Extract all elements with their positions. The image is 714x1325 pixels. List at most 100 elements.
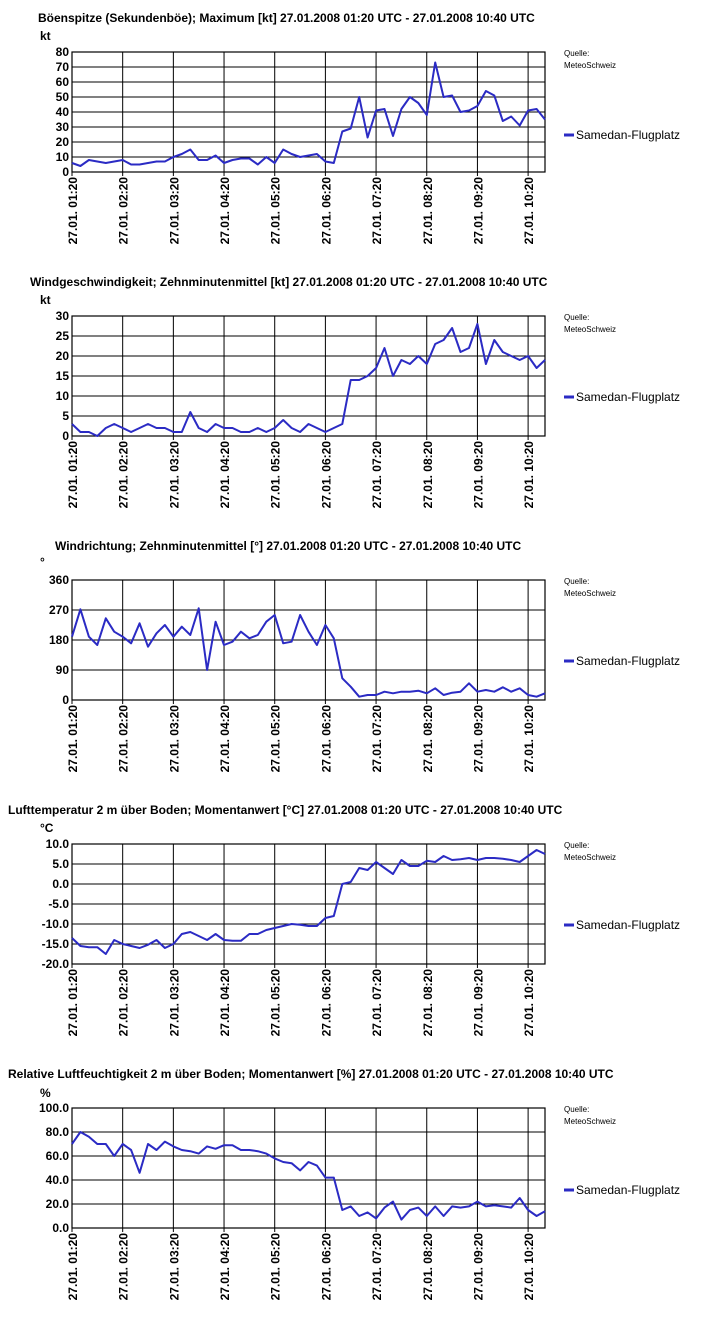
y-tick-label: -15.0 xyxy=(42,937,70,951)
x-tick-label: 27.01. 03:20 xyxy=(167,969,181,1037)
source-label: Quelle: xyxy=(564,1105,589,1114)
y-tick-label: 10 xyxy=(56,389,70,403)
y-tick-label: 70 xyxy=(56,60,70,74)
y-tick-label: 25 xyxy=(56,329,70,343)
y-tick-label: 360 xyxy=(49,573,69,587)
x-tick-label: 27.01. 04:20 xyxy=(218,441,232,509)
x-tick-label: 27.01. 02:20 xyxy=(117,969,131,1037)
y-tick-label: 0.0 xyxy=(52,1221,69,1235)
y-tick-label: -5.0 xyxy=(48,897,69,911)
x-tick-label: 27.01. 02:20 xyxy=(117,177,131,245)
x-tick-label: 27.01. 08:20 xyxy=(421,177,435,245)
y-tick-label: 5 xyxy=(62,409,69,423)
y-tick-label: 0 xyxy=(62,693,69,707)
y-tick-label: 0.0 xyxy=(52,877,69,891)
source-label: Quelle: xyxy=(564,841,589,850)
chart-panel-wind-direction: Windrichtung; Zehnminutenmittel [°] 27.0… xyxy=(0,528,714,792)
chart-svg: Böenspitze (Sekundenböe); Maximum [kt] 2… xyxy=(38,11,680,245)
x-tick-label: 27.01. 02:20 xyxy=(117,705,131,773)
y-tick-label: 15 xyxy=(56,369,70,383)
y-tick-label: 10.0 xyxy=(46,837,70,851)
y-tick-label: 80 xyxy=(56,45,70,59)
y-tick-label: 20.0 xyxy=(46,1197,70,1211)
x-tick-label: 27.01. 05:20 xyxy=(269,177,283,245)
chart-title: Relative Luftfeuchtigkeit 2 m über Boden… xyxy=(8,1067,614,1081)
x-tick-label: 27.01. 01:20 xyxy=(66,177,80,245)
y-tick-label: 5.0 xyxy=(52,857,69,871)
x-tick-label: 27.01. 08:20 xyxy=(421,705,435,773)
x-tick-label: 27.01. 09:20 xyxy=(471,441,485,509)
x-tick-label: 27.01. 01:20 xyxy=(66,705,80,773)
chart-svg: Windgeschwindigkeit; Zehnminutenmittel [… xyxy=(30,275,680,509)
x-tick-label: 27.01. 06:20 xyxy=(319,1233,333,1301)
x-tick-label: 27.01. 03:20 xyxy=(167,1233,181,1301)
y-tick-label: 20 xyxy=(56,135,70,149)
y-tick-label: 20 xyxy=(56,349,70,363)
x-tick-label: 27.01. 06:20 xyxy=(319,441,333,509)
x-tick-label: 27.01. 08:20 xyxy=(421,1233,435,1301)
x-tick-label: 27.01. 01:20 xyxy=(66,441,80,509)
series-line xyxy=(71,1131,546,1221)
plot-frame xyxy=(71,51,546,173)
y-tick-label: 180 xyxy=(49,633,69,647)
y-axis-unit-label: °C xyxy=(40,821,54,835)
y-tick-label: 40 xyxy=(56,105,70,119)
legend-label: Samedan-Flugplatz xyxy=(576,654,680,668)
y-tick-label: -10.0 xyxy=(42,917,70,931)
y-tick-label: 90 xyxy=(56,663,70,677)
chart-svg: Lufttemperatur 2 m über Boden; Momentanw… xyxy=(8,803,680,1037)
x-tick-label: 27.01. 04:20 xyxy=(218,1233,232,1301)
plot-frame xyxy=(71,315,546,437)
x-tick-label: 27.01. 03:20 xyxy=(167,177,181,245)
series-line xyxy=(71,61,546,167)
chart-title: Windrichtung; Zehnminutenmittel [°] 27.0… xyxy=(55,539,521,553)
source-label: Quelle: xyxy=(564,313,589,322)
y-tick-label: 10 xyxy=(56,150,70,164)
x-tick-label: 27.01. 07:20 xyxy=(370,1233,384,1301)
y-tick-label: 0 xyxy=(62,429,69,443)
chart-panel-gust: Böenspitze (Sekundenböe); Maximum [kt] 2… xyxy=(0,0,714,264)
source-label: Quelle: xyxy=(564,577,589,586)
x-tick-label: 27.01. 10:20 xyxy=(522,441,536,509)
x-tick-label: 27.01. 09:20 xyxy=(471,705,485,773)
plot-frame xyxy=(71,579,546,701)
x-tick-label: 27.01. 06:20 xyxy=(319,705,333,773)
y-tick-label: 0 xyxy=(62,165,69,179)
x-tick-label: 27.01. 01:20 xyxy=(66,1233,80,1301)
x-tick-label: 27.01. 04:20 xyxy=(218,969,232,1037)
x-tick-label: 27.01. 03:20 xyxy=(167,705,181,773)
x-tick-label: 27.01. 08:20 xyxy=(421,441,435,509)
chart-title: Windgeschwindigkeit; Zehnminutenmittel [… xyxy=(30,275,548,289)
plot-frame xyxy=(71,1107,546,1229)
x-tick-label: 27.01. 04:20 xyxy=(218,705,232,773)
x-tick-label: 27.01. 05:20 xyxy=(269,1233,283,1301)
x-tick-label: 27.01. 03:20 xyxy=(167,441,181,509)
series-line xyxy=(71,607,546,698)
x-tick-label: 27.01. 10:20 xyxy=(522,969,536,1037)
source-name: MeteoSchweiz xyxy=(564,589,616,598)
x-tick-label: 27.01. 02:20 xyxy=(117,1233,131,1301)
y-tick-label: 270 xyxy=(49,603,69,617)
x-tick-label: 27.01. 10:20 xyxy=(522,705,536,773)
x-tick-label: 27.01. 09:20 xyxy=(471,969,485,1037)
legend-label: Samedan-Flugplatz xyxy=(576,390,680,404)
x-tick-label: 27.01. 09:20 xyxy=(471,1233,485,1301)
x-tick-label: 27.01. 07:20 xyxy=(370,705,384,773)
x-tick-label: 27.01. 07:20 xyxy=(370,441,384,509)
x-tick-label: 27.01. 07:20 xyxy=(370,969,384,1037)
source-name: MeteoSchweiz xyxy=(564,853,616,862)
y-axis-unit-label: kt xyxy=(40,293,51,307)
x-tick-label: 27.01. 01:20 xyxy=(66,969,80,1037)
legend-label: Samedan-Flugplatz xyxy=(576,128,680,142)
y-axis-unit-label: ° xyxy=(40,555,45,569)
x-tick-label: 27.01. 06:20 xyxy=(319,969,333,1037)
series-line xyxy=(71,849,546,955)
x-tick-label: 27.01. 04:20 xyxy=(218,177,232,245)
source-name: MeteoSchweiz xyxy=(564,1117,616,1126)
x-tick-label: 27.01. 05:20 xyxy=(269,441,283,509)
source-name: MeteoSchweiz xyxy=(564,325,616,334)
y-tick-label: 40.0 xyxy=(46,1173,70,1187)
x-tick-label: 27.01. 05:20 xyxy=(269,969,283,1037)
x-tick-label: 27.01. 07:20 xyxy=(370,177,384,245)
x-tick-label: 27.01. 06:20 xyxy=(319,177,333,245)
